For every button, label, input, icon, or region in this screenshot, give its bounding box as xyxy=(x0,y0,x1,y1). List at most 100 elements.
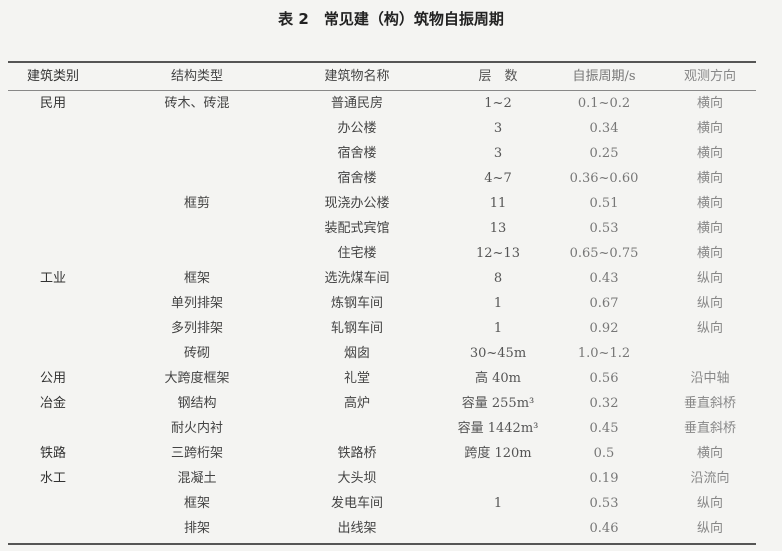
table-row: 框剪 现浇办公楼 11 0.51 横向 xyxy=(0,191,782,216)
cell-structure: 混凝土 xyxy=(177,471,217,486)
table-row: 框架 发电车间 1 0.53 纵向 xyxy=(0,491,782,516)
cell-period: 0.56 xyxy=(589,371,619,386)
cell-category: 铁路 xyxy=(39,446,66,461)
header-building: 建筑物名称 xyxy=(324,69,390,84)
cell-period: 0.32 xyxy=(589,396,619,411)
cell-floors: 1 xyxy=(493,321,503,336)
cell-period: 0.67 xyxy=(589,296,619,311)
cell-structure: 大跨度框架 xyxy=(164,371,230,386)
cell-period: 0.51 xyxy=(589,196,619,211)
cell-floors: 跨度 120m xyxy=(464,446,532,461)
table-row: 排架 出线架 0.46 纵向 xyxy=(0,516,782,541)
cell-floors: 13 xyxy=(489,221,507,236)
cell-direction: 横向 xyxy=(696,446,723,461)
cell-period: 0.53 xyxy=(589,221,619,236)
table-title: 表 2 常见建（构）筑物自振周期 xyxy=(278,10,504,28)
cell-direction: 纵向 xyxy=(696,271,723,286)
header-period: 自振周期/s xyxy=(572,69,636,84)
cell-building: 住宅楼 xyxy=(337,246,377,261)
table-row: 民用 砖木、砖混 普通民房 1~2 0.1~0.2 横向 xyxy=(0,91,782,116)
table-row: 办公楼 3 0.34 横向 xyxy=(0,116,782,141)
cell-building: 烟囱 xyxy=(343,346,370,361)
cell-direction: 横向 xyxy=(696,246,723,261)
cell-period: 0.19 xyxy=(589,471,619,486)
cell-building: 礼堂 xyxy=(343,371,370,386)
cell-structure: 砖木、砖混 xyxy=(164,96,230,111)
cell-direction: 纵向 xyxy=(696,496,723,511)
cell-floors: 容量 255m³ xyxy=(461,396,535,411)
cell-floors: 1 xyxy=(493,496,503,511)
cell-structure: 框架 xyxy=(183,496,210,511)
cell-structure: 砖砌 xyxy=(183,346,210,361)
cell-category: 工业 xyxy=(39,271,66,286)
header-structure: 结构类型 xyxy=(170,69,223,84)
cell-direction: 纵向 xyxy=(696,296,723,311)
cell-floors: 4~7 xyxy=(484,171,512,186)
cell-period: 0.92 xyxy=(589,321,619,336)
cell-building: 发电车间 xyxy=(330,496,383,511)
cell-structure: 耐火内衬 xyxy=(170,421,223,436)
cell-direction: 纵向 xyxy=(696,321,723,336)
cell-building: 办公楼 xyxy=(337,121,377,136)
table-row: 冶金 钢结构 高炉 容量 255m³ 0.32 垂直斜桥 xyxy=(0,391,782,416)
cell-floors: 8 xyxy=(493,271,503,286)
table-row: 多列排架 轧钢车间 1 0.92 纵向 xyxy=(0,316,782,341)
cell-building: 现浇办公楼 xyxy=(324,196,390,211)
cell-direction: 横向 xyxy=(696,171,723,186)
table-row: 宿舍楼 4~7 0.36~0.60 横向 xyxy=(0,166,782,191)
cell-building: 炼钢车间 xyxy=(330,296,383,311)
cell-building: 装配式宾馆 xyxy=(324,221,390,236)
cell-category: 水工 xyxy=(39,471,66,486)
cell-structure: 框剪 xyxy=(183,196,210,211)
table-row: 住宅楼 12~13 0.65~0.75 横向 xyxy=(0,241,782,266)
table-row: 耐火内衬 容量 1442m³ 0.45 垂直斜桥 xyxy=(0,416,782,441)
cell-structure: 框架 xyxy=(183,271,210,286)
cell-floors: 12~13 xyxy=(476,246,520,261)
cell-period: 0.25 xyxy=(589,146,619,161)
cell-period: 0.34 xyxy=(589,121,619,136)
cell-direction: 横向 xyxy=(696,96,723,111)
cell-floors: 1 xyxy=(493,296,503,311)
cell-building: 出线架 xyxy=(337,521,377,536)
cell-building: 高炉 xyxy=(343,396,370,411)
header-floors: 层 数 xyxy=(478,69,518,84)
cell-period: 1.0~1.2 xyxy=(577,346,631,361)
cell-category: 公用 xyxy=(39,371,66,386)
cell-period: 0.1~0.2 xyxy=(577,96,631,111)
cell-building: 普通民房 xyxy=(330,96,383,111)
cell-period: 0.46 xyxy=(589,521,619,536)
cell-direction: 垂直斜桥 xyxy=(683,396,736,411)
cell-direction: 横向 xyxy=(696,121,723,136)
cell-floors: 容量 1442m³ xyxy=(457,421,539,436)
cell-direction: 横向 xyxy=(696,146,723,161)
cell-structure: 单列排架 xyxy=(170,296,223,311)
table-row: 单列排架 炼钢车间 1 0.67 纵向 xyxy=(0,291,782,316)
table-row: 工业 框架 选洗煤车间 8 0.43 纵向 xyxy=(0,266,782,291)
cell-direction: 横向 xyxy=(696,221,723,236)
cell-period: 0.65~0.75 xyxy=(569,246,639,261)
cell-floors: 11 xyxy=(489,196,507,211)
cell-floors: 30~45m xyxy=(469,346,527,361)
cell-floors: 3 xyxy=(493,121,503,136)
cell-period: 0.53 xyxy=(589,496,619,511)
cell-floors: 1~2 xyxy=(484,96,512,111)
cell-floors: 高 40m xyxy=(474,371,521,386)
header-category: 建筑类别 xyxy=(26,69,79,84)
table-row: 装配式宾馆 13 0.53 横向 xyxy=(0,216,782,241)
header-rule xyxy=(8,90,756,91)
table-row: 水工 混凝土 大头坝 0.19 沿流向 xyxy=(0,466,782,491)
table-header: 建筑类别 结构类型 建筑物名称 层 数 自振周期/s 观测方向 xyxy=(0,64,782,89)
cell-period: 0.36~0.60 xyxy=(569,171,639,186)
bottom-rule xyxy=(8,543,756,545)
cell-category: 民用 xyxy=(39,96,66,111)
cell-period: 0.5 xyxy=(593,446,615,461)
table-row: 砖砌 烟囱 30~45m 1.0~1.2 xyxy=(0,341,782,366)
cell-floors: 3 xyxy=(493,146,503,161)
cell-direction: 沿中轴 xyxy=(690,371,730,386)
cell-direction: 垂直斜桥 xyxy=(683,421,736,436)
cell-structure: 多列排架 xyxy=(170,321,223,336)
cell-direction: 横向 xyxy=(696,196,723,211)
table-row: 铁路 三跨桁架 铁路桥 跨度 120m 0.5 横向 xyxy=(0,441,782,466)
cell-direction: 沿流向 xyxy=(690,471,730,486)
cell-category: 冶金 xyxy=(39,396,66,411)
